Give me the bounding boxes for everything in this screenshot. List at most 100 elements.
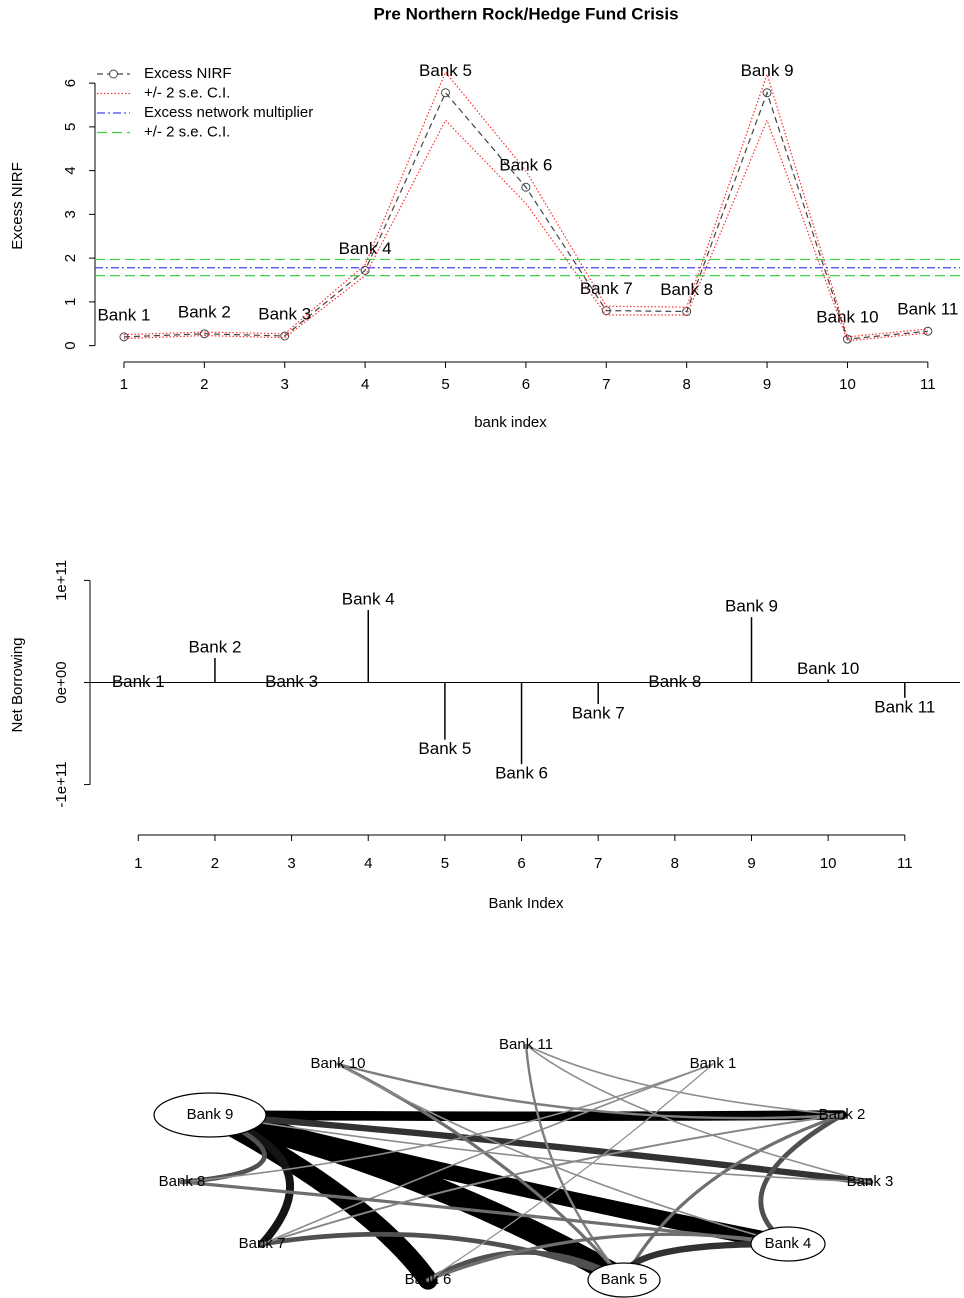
point-label: Bank 10 (797, 659, 859, 678)
x-tick-label: 6 (522, 376, 530, 393)
y-tick-label: 3 (62, 210, 79, 218)
point-label: Bank 7 (572, 703, 625, 722)
data-point (199, 329, 209, 339)
y-axis-label: Excess NIRF (9, 162, 26, 250)
edge (209, 1114, 871, 1183)
node-label: Bank 4 (765, 1235, 812, 1252)
point-label: Bank 4 (342, 590, 395, 609)
node-label: Bank 2 (819, 1106, 866, 1123)
x-tick-label: 11 (920, 376, 936, 393)
node-label: Bank 3 (847, 1173, 894, 1190)
edge (261, 1114, 843, 1245)
x-tick-label: 2 (211, 855, 219, 872)
point-label: Bank 1 (97, 305, 150, 324)
point-label: Bank 9 (725, 597, 778, 616)
x-tick-label: 8 (671, 855, 679, 872)
x-tick-label: 9 (763, 376, 771, 393)
x-tick-label: 3 (287, 855, 295, 872)
point-label: Bank 5 (418, 739, 471, 758)
node-label: Bank 10 (310, 1055, 365, 1072)
ci-line (123, 118, 928, 342)
node-label: Bank 5 (601, 1271, 648, 1288)
point-label: Bank 3 (265, 672, 318, 691)
x-tick-label: 5 (441, 376, 449, 393)
node (587, 1262, 661, 1298)
edge (259, 1231, 627, 1283)
data-point (119, 332, 129, 342)
edge (622, 1113, 844, 1282)
x-tick-label: 1 (134, 855, 142, 872)
edge (337, 1063, 789, 1245)
x-tick-label: 11 (897, 855, 913, 872)
ci-line (123, 71, 928, 338)
data-point (842, 334, 852, 344)
point-label: Bank 10 (816, 308, 878, 327)
data-point (441, 88, 451, 98)
node-label: Bank 11 (499, 1036, 553, 1053)
x-axis-label: bank index (474, 414, 547, 431)
point-label: Bank 4 (339, 239, 392, 258)
x-tick-label: 9 (747, 855, 755, 872)
data-point (521, 182, 531, 192)
point-label: Bank 7 (580, 279, 633, 298)
node (750, 1226, 826, 1262)
y-tick-label: -1e+11 (53, 762, 70, 808)
edge (426, 1232, 790, 1282)
y-axis-label: Net Borrowing (9, 637, 26, 732)
y-tick-label: 5 (62, 123, 79, 131)
x-tick-label: 3 (281, 376, 289, 393)
node-label: Bank 1 (690, 1055, 737, 1072)
figure-title: Pre Northern Rock/Hedge Fund Crisis (373, 4, 678, 23)
data-point (923, 326, 933, 336)
x-tick-label: 8 (683, 376, 691, 393)
y-tick-label: 0 (62, 341, 79, 349)
edge (205, 1110, 847, 1122)
edge (427, 1063, 714, 1281)
point-label: Bank 6 (499, 156, 552, 175)
legend-label: Excess network multiplier (144, 104, 313, 121)
point-label: Bank 8 (660, 280, 713, 299)
legend-label: +/- 2 s.e. C.I. (144, 123, 230, 140)
y-tick-label: 0e+00 (53, 661, 70, 703)
x-tick-label: 4 (361, 376, 369, 393)
y-tick-label: 1e+11 (53, 560, 70, 601)
data-point (762, 88, 772, 98)
node-label: Bank 7 (239, 1235, 286, 1252)
point-label: Bank 3 (258, 304, 311, 323)
y-tick-label: 1 (62, 298, 79, 306)
x-axis-label: Bank Index (488, 895, 564, 912)
y-tick-label: 2 (62, 254, 79, 262)
x-tick-label: 4 (364, 855, 372, 872)
edge (524, 1043, 626, 1282)
network-edges (179, 1043, 874, 1292)
x-tick-label: 6 (517, 855, 525, 872)
x-tick-label: 7 (594, 855, 602, 872)
edge (525, 1044, 843, 1116)
point-label: Bank 1 (112, 672, 165, 691)
x-tick-label: 10 (839, 376, 856, 393)
point-label: Bank 11 (874, 697, 935, 716)
node (153, 1092, 267, 1138)
node-label: Bank 9 (187, 1106, 234, 1123)
edge (525, 1044, 871, 1183)
data-point (280, 331, 290, 341)
point-label: Bank 2 (178, 302, 231, 321)
data-line (123, 90, 928, 340)
point-label: Bank 6 (495, 764, 548, 783)
legend-label: +/- 2 s.e. C.I. (144, 84, 230, 101)
x-tick-label: 1 (120, 376, 128, 393)
point-label: Bank 5 (419, 61, 472, 80)
legend-label: Excess NIRF (144, 65, 232, 82)
node-label: Bank 8 (159, 1173, 206, 1190)
point-label: Bank 8 (648, 672, 701, 691)
node-label: Bank 6 (405, 1271, 452, 1288)
point-label: Bank 11 (897, 300, 958, 319)
point-label: Bank 9 (741, 61, 794, 80)
edge (336, 1062, 844, 1120)
x-tick-label: 5 (441, 855, 449, 872)
x-tick-label: 2 (200, 376, 208, 393)
point-label: Bank 2 (188, 637, 241, 656)
y-tick-label: 6 (62, 79, 79, 87)
edge (202, 1107, 796, 1252)
